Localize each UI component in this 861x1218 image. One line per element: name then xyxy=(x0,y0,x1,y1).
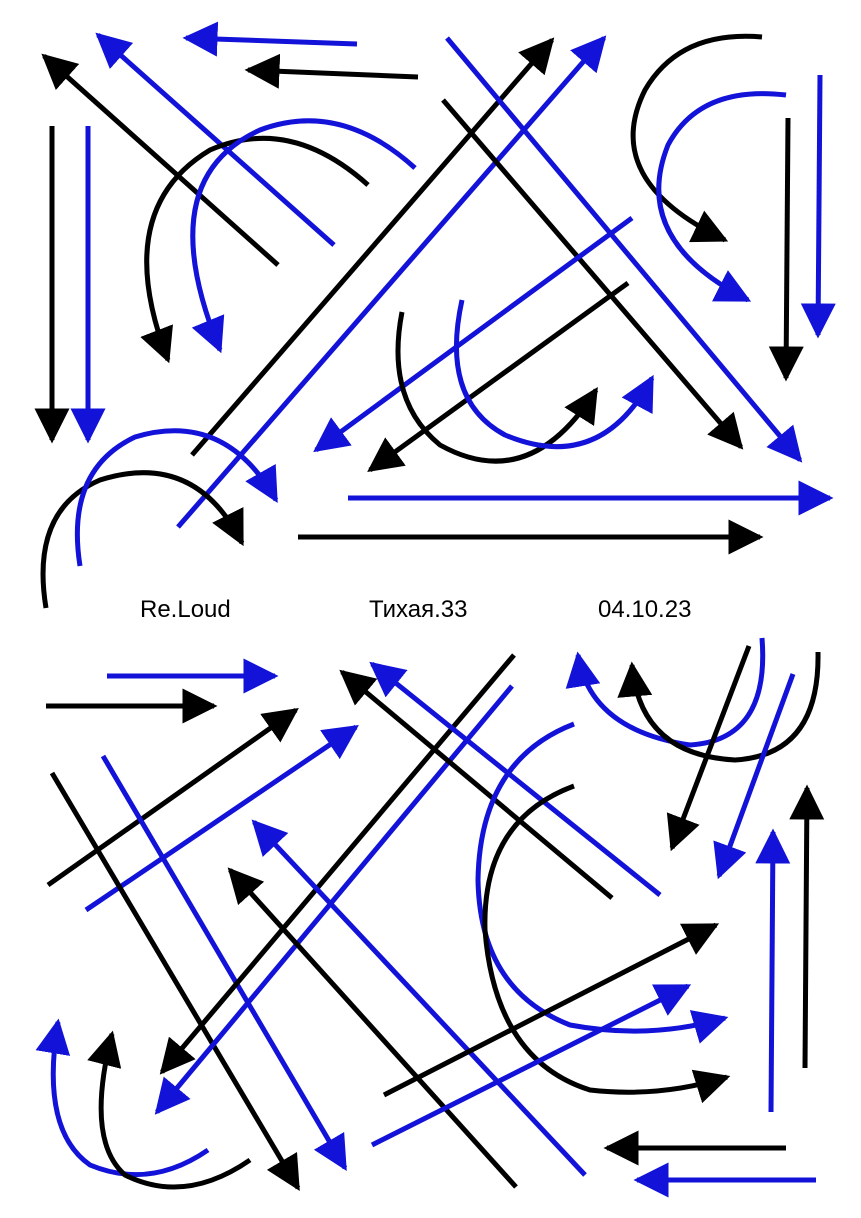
arrow-blue xyxy=(713,673,796,880)
arrow-black xyxy=(244,53,419,89)
arc-arrow-black xyxy=(617,651,821,763)
arrow-black xyxy=(49,771,301,1192)
arrow-black xyxy=(382,922,720,1098)
arrow-black xyxy=(46,707,299,888)
arc-arrow-blue xyxy=(475,721,729,1044)
arc-arrow-black xyxy=(87,1030,252,1190)
arrow-blue xyxy=(154,684,514,1115)
arc-arrow-blue xyxy=(190,118,417,354)
arrow-blue xyxy=(182,21,358,57)
arrow-blue xyxy=(370,983,692,1148)
arc-arrow-black xyxy=(630,33,763,243)
arrow-black xyxy=(666,645,752,852)
arc-arrow-blue xyxy=(656,91,787,303)
arc-arrow-blue xyxy=(453,299,655,450)
arrow-blue xyxy=(800,74,836,339)
arrow-black xyxy=(159,653,516,1075)
arc-arrow-black xyxy=(40,470,245,609)
arrow-black xyxy=(441,98,744,450)
arrow-blue xyxy=(100,754,348,1172)
caption-right: 04.10.23 xyxy=(598,596,692,623)
arrow-blue xyxy=(176,35,607,529)
arrow-blue xyxy=(369,661,662,897)
arc-arrow-blue xyxy=(35,1018,210,1178)
arrow-blue xyxy=(95,32,336,247)
arrow-black xyxy=(227,867,518,1189)
arrow-black xyxy=(190,37,555,457)
caption-left: Re.Loud xyxy=(140,596,231,623)
arc-arrow-black xyxy=(140,135,370,364)
arc-arrow-black xyxy=(482,783,731,1104)
arrow-blue xyxy=(251,819,587,1177)
bottom-arrow-group xyxy=(35,637,825,1198)
arrow-black xyxy=(789,784,825,1069)
arrow-blue xyxy=(84,724,359,913)
arrow-black xyxy=(367,280,630,473)
top-arrow-group xyxy=(34,21,836,609)
arrow-blue xyxy=(755,828,791,1113)
arc-arrow-blue xyxy=(74,428,279,567)
arrow-blue xyxy=(313,215,634,453)
arrow-black xyxy=(339,669,614,900)
arc-arrow-black xyxy=(395,311,599,464)
caption-center: Тихая.33 xyxy=(369,596,468,623)
arrow-blue xyxy=(445,36,803,463)
arrow-black xyxy=(768,117,804,382)
arrow-black xyxy=(41,53,280,267)
arc-arrow-blue xyxy=(565,637,766,748)
